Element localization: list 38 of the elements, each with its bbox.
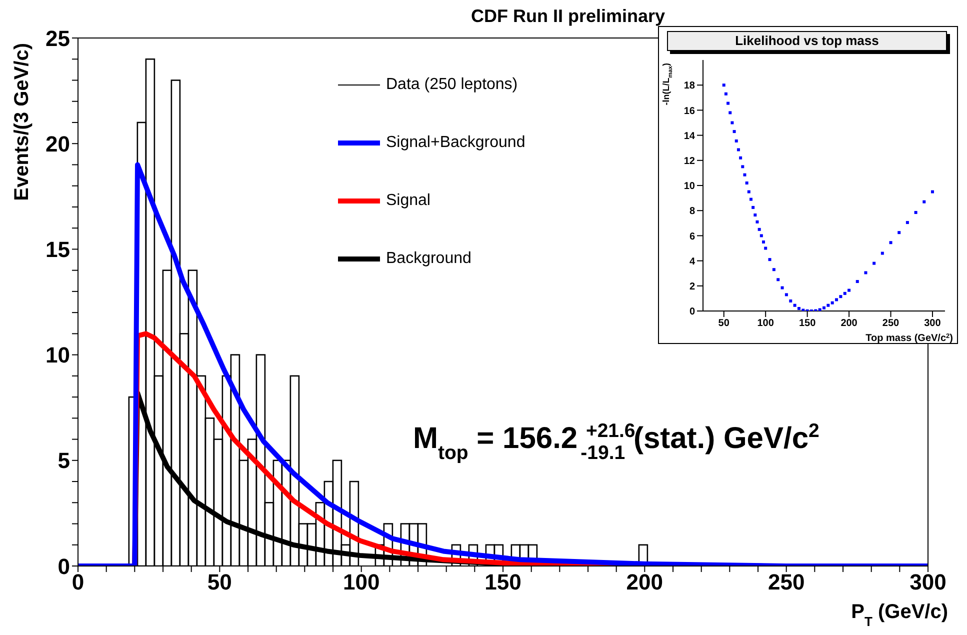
x-axis-title: Top mass (GeV/c$^{2}$): [866, 332, 953, 344]
x-tick-label: 300: [924, 318, 942, 330]
y-tick-label: 16: [684, 106, 696, 117]
y-tick-label: 18: [684, 80, 696, 92]
y-tick-label: 4: [689, 256, 696, 268]
x-tick-label: 150: [484, 570, 522, 595]
y-tick-label: 6: [689, 231, 696, 242]
y-axis-title: Events/(3 GeV/c): [11, 43, 33, 201]
x-tick-label: 150: [798, 318, 816, 330]
chart-title: Likelihood vs top mass: [667, 31, 947, 51]
x-tick-label: 200: [626, 570, 664, 595]
x-axis-title: P$_{T}$ (GeV/c): [851, 601, 948, 628]
x-tick-label: 250: [882, 318, 900, 330]
x-tick-label: 250: [768, 570, 805, 595]
y-tick-label: 8: [689, 206, 696, 218]
legend-label: Signal: [386, 192, 430, 210]
y-tick-label: 2: [689, 281, 696, 292]
y-tick-label: 20: [46, 131, 70, 156]
x-tick-label: 100: [342, 570, 380, 595]
x-tick-label: 100: [757, 318, 774, 330]
x-tick-label: 50: [207, 570, 232, 595]
y-tick-label: 0: [58, 554, 70, 579]
annotation: M$_{top}$ = 156.2 $^{+21.6}$$_{-19.1}$ (stat.) GeV/c$^{2}$: [413, 420, 820, 464]
legend-label: Background: [386, 250, 472, 268]
x-tick-label: 300: [910, 570, 946, 595]
y-tick-label: 5: [58, 448, 70, 474]
y-tick-label: 25: [46, 26, 70, 51]
chart-title: CDF Run II preliminary: [470, 6, 666, 26]
legend-label: Signal+Background: [386, 134, 526, 152]
y-tick-label: 0: [689, 306, 696, 318]
y-tick-label: 10: [46, 342, 70, 368]
legend-label: Data (250 leptons): [386, 76, 518, 94]
x-tick-label: 50: [718, 318, 730, 330]
y-tick-label: 15: [46, 237, 70, 262]
y-tick-label: 10: [684, 181, 696, 192]
y-tick-label: 12: [684, 156, 696, 167]
x-tick-label: 200: [840, 318, 858, 330]
y-tick-label: 14: [684, 130, 696, 142]
